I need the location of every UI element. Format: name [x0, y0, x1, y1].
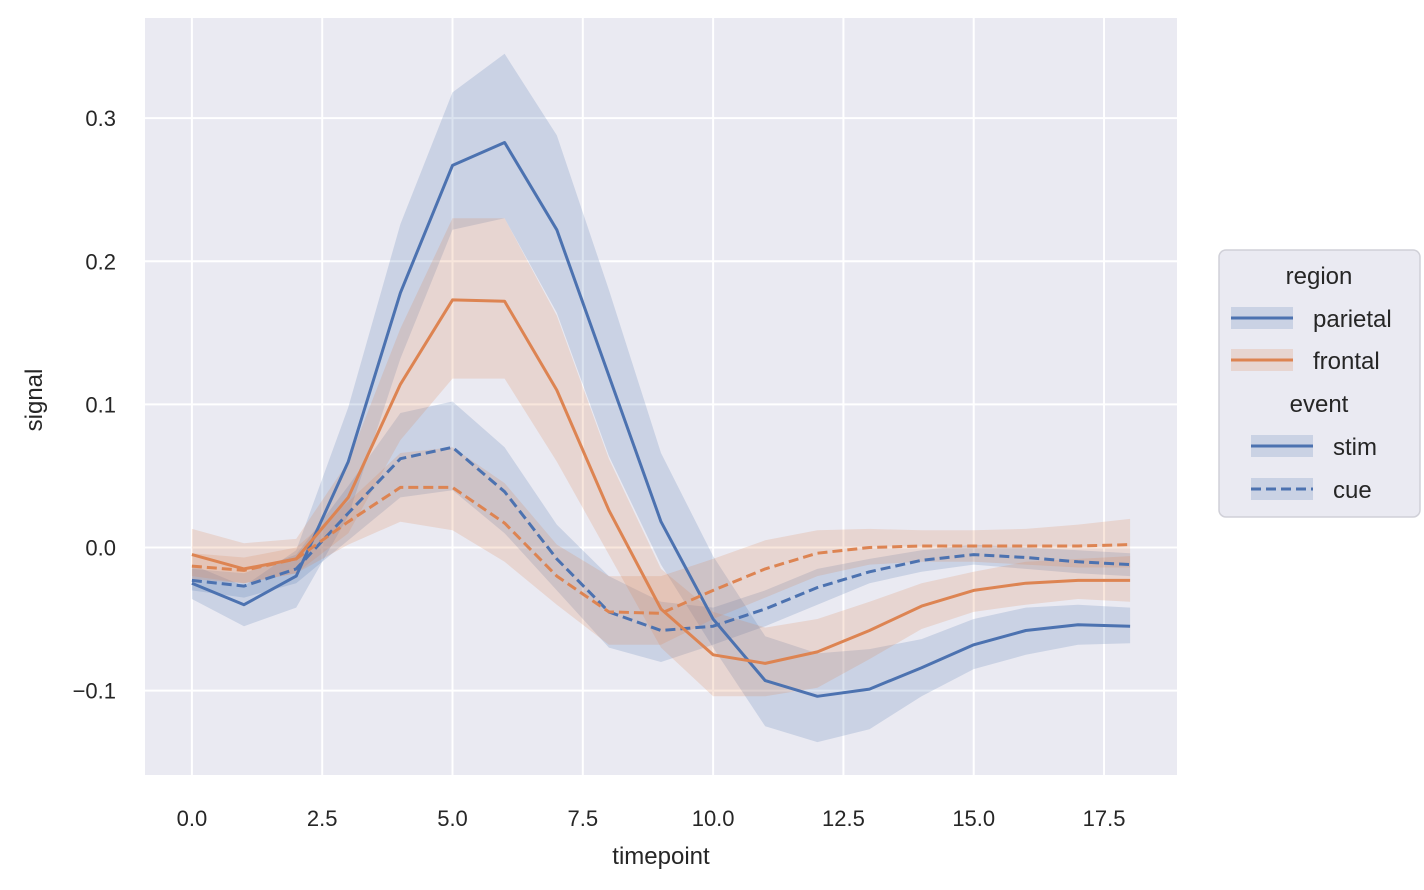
x-axis-ticks: 0.0 2.5 5.0 7.5 10.0 12.5 15.0 17.5	[177, 806, 1126, 831]
y-tick-label: −0.1	[73, 679, 116, 704]
ci-band-frontal-cue	[191, 447, 1131, 645]
line-parietal-cue	[191, 445, 1131, 632]
series-lines	[191, 141, 1131, 698]
line-frontal-stim	[191, 298, 1131, 665]
y-tick-label: 0.2	[85, 249, 116, 274]
line-frontal-cue	[191, 485, 1131, 615]
x-tick-label: 17.5	[1083, 806, 1126, 831]
legend-label-stim: stim	[1333, 434, 1377, 461]
legend-hue-entries: parietal frontal	[1231, 306, 1392, 375]
y-axis-ticks: −0.1 0.0 0.1 0.2 0.3	[73, 106, 116, 703]
x-tick-label: 12.5	[822, 806, 865, 831]
legend-title-event: event	[1290, 391, 1349, 418]
legend-label-frontal: frontal	[1313, 348, 1380, 375]
x-tick-label: 10.0	[692, 806, 735, 831]
ci-band-frontal-stim	[191, 218, 1131, 697]
legend: region parietal frontal event stim cue	[1218, 249, 1421, 518]
x-tick-label: 15.0	[952, 806, 995, 831]
legend-title-region: region	[1286, 263, 1353, 290]
plot-area	[145, 18, 1177, 775]
ci-band-parietal-cue	[191, 401, 1131, 662]
y-tick-label: 0.0	[85, 535, 116, 560]
legend-frame	[1218, 249, 1421, 518]
x-tick-label: 0.0	[177, 806, 208, 831]
line-parietal-stim	[191, 141, 1131, 698]
x-axis-title: timepoint	[612, 843, 710, 870]
x-tick-label: 5.0	[437, 806, 468, 831]
x-tick-label: 2.5	[307, 806, 338, 831]
y-tick-label: 0.3	[85, 106, 116, 131]
y-axis-title: signal	[21, 369, 48, 432]
legend-label-parietal: parietal	[1313, 306, 1392, 333]
legend-style-entries: stim cue	[1251, 434, 1377, 504]
legend-label-cue: cue	[1333, 477, 1372, 504]
y-tick-label: 0.1	[85, 392, 116, 417]
x-tick-label: 7.5	[568, 806, 599, 831]
